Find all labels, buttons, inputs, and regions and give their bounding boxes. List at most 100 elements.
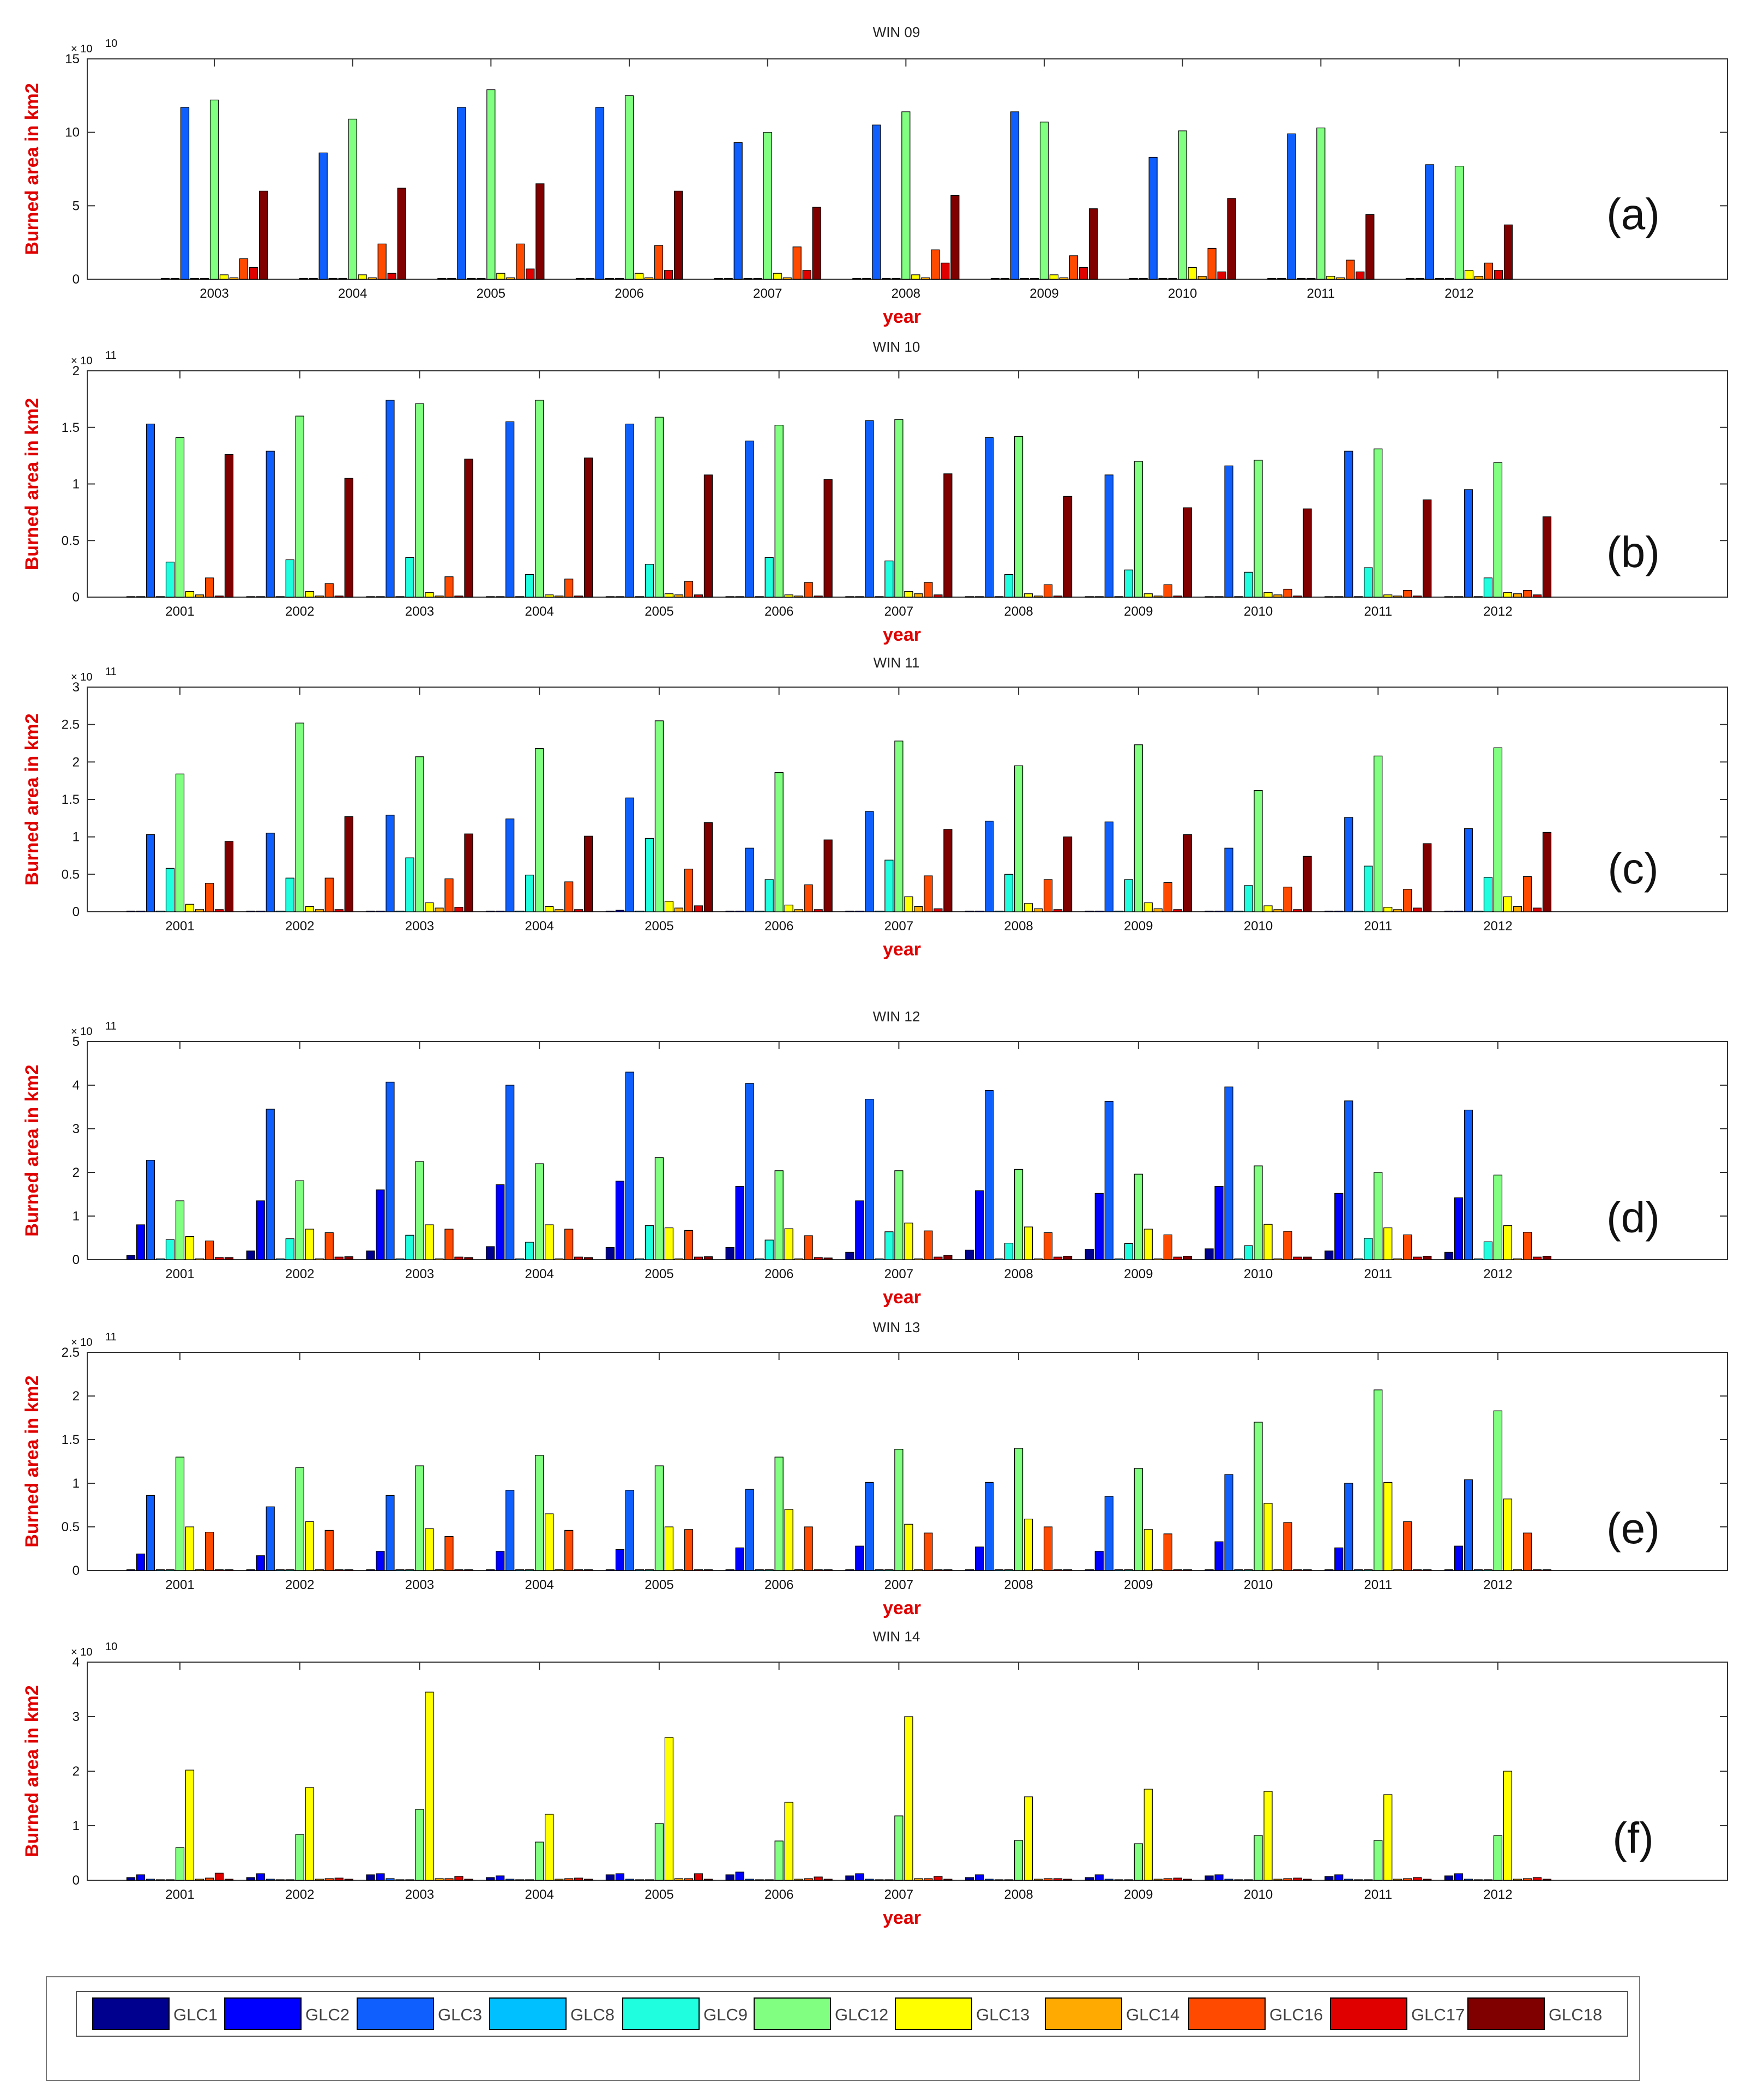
bar-glc16 <box>1522 1232 1532 1260</box>
x-tick-label: 2003 <box>405 1578 434 1592</box>
panel-label: (f) <box>1612 1814 1654 1862</box>
bar-glc12 <box>295 1180 304 1260</box>
legend-label-glc18: GLC18 <box>1549 2005 1602 2024</box>
bar-glc9 <box>525 574 534 598</box>
bar-glc14 <box>674 1258 684 1260</box>
bar-glc12 <box>1374 448 1383 598</box>
x-tick-label: 2002 <box>285 604 314 619</box>
bar-glc2 <box>855 1873 864 1881</box>
y-tick-label: 0 <box>73 590 80 605</box>
x-tick-label: 2008 <box>1004 1887 1033 1902</box>
bar-glc2 <box>1214 1186 1224 1260</box>
panel-6: WIN 14 × 10 10 0 1 2 3 4 Burned area in km2 year (… <box>22 1628 1728 1928</box>
y-exponent: × 10 10 <box>71 1641 117 1658</box>
bar-glc13 <box>1049 274 1059 280</box>
bar-glc12 <box>1454 166 1464 280</box>
bar-glc17 <box>1532 907 1542 912</box>
bar-glc3 <box>1425 164 1435 280</box>
bar-glc17 <box>934 1256 943 1260</box>
bar-glc18 <box>584 1879 593 1881</box>
bar-glc3 <box>733 142 743 280</box>
bar-glc17 <box>934 594 943 598</box>
bar-glc14 <box>315 1569 324 1571</box>
bar-glc14 <box>315 1258 324 1260</box>
bar-glc13 <box>358 274 367 280</box>
bar-glc3 <box>745 1083 754 1260</box>
bar-glc18 <box>224 1257 234 1260</box>
bar-glc17 <box>814 595 823 598</box>
bar-glc2 <box>256 1873 265 1881</box>
bar-glc14 <box>195 1879 204 1881</box>
bar-glc14 <box>1393 1258 1402 1260</box>
x-tick-label: 2006 <box>764 919 793 934</box>
bar-glc18 <box>823 1257 833 1260</box>
bar-glc16 <box>792 246 802 280</box>
legend-label-glc8: GLC8 <box>570 2005 615 2024</box>
bar-glc1 <box>965 1249 974 1260</box>
bar-glc3 <box>984 1090 994 1260</box>
bar-glc14 <box>1153 1879 1163 1881</box>
bar-glc13 <box>425 1224 434 1260</box>
bar-glc3 <box>266 1506 275 1571</box>
bar-glc17 <box>1293 909 1302 912</box>
bar-glc18 <box>1183 507 1192 598</box>
bar-glc17 <box>454 1569 463 1571</box>
bar-glc17 <box>1173 1878 1182 1881</box>
bar-glc14 <box>1033 1569 1043 1571</box>
bar-glc1 <box>965 1877 974 1881</box>
bar-glc13 <box>185 1526 195 1571</box>
bar-glc3 <box>625 1879 635 1881</box>
x-tick-label: 2004 <box>525 604 553 619</box>
bar-glc12 <box>774 772 784 912</box>
bar-glc8 <box>395 1258 405 1260</box>
bar-glc16 <box>1522 1532 1532 1571</box>
bar-glc9 <box>1124 879 1133 912</box>
bar-glc3 <box>1224 465 1233 598</box>
x-tick-label: 2001 <box>165 1887 194 1902</box>
bar-glc18 <box>1183 1569 1192 1571</box>
bar-glc2 <box>136 911 146 912</box>
bar-glc13 <box>1023 903 1033 912</box>
bar-glc1 <box>126 1569 136 1571</box>
bar-glc3 <box>625 1490 635 1571</box>
bar-glc16 <box>1522 589 1532 598</box>
bar-glc8 <box>875 1258 884 1260</box>
bar-glc16 <box>1163 1533 1172 1571</box>
bar-glc18 <box>584 1257 593 1260</box>
bar-glc14 <box>195 1569 204 1571</box>
bar-glc13 <box>1326 276 1335 280</box>
bar-glc16 <box>1283 1231 1292 1260</box>
x-tick-label: 2012 <box>1483 604 1512 619</box>
panel-label: (b) <box>1606 528 1660 576</box>
bar-glc12 <box>654 720 664 912</box>
bar-glc17 <box>574 595 583 598</box>
bar-glc13 <box>784 594 793 598</box>
x-tick-label: 2004 <box>525 919 553 934</box>
bar-glc2 <box>735 911 744 912</box>
y-tick-label: 0 <box>73 1873 80 1888</box>
bar-glc9 <box>884 1231 894 1260</box>
bar-glc13 <box>545 1224 554 1260</box>
panel-3: WIN 11 × 10 11 0 0.5 1 1.5 2 2.5 3 Burned area in … <box>22 654 1728 960</box>
bar-glc14 <box>195 1258 204 1260</box>
x-tick-label: 2012 <box>1483 1267 1512 1281</box>
bar-glc17 <box>1293 1878 1302 1881</box>
bar-glc9 <box>1124 1243 1133 1260</box>
x-tick-label: 2011 <box>1307 286 1335 301</box>
bar-glc1 <box>366 1569 375 1571</box>
bar-glc17 <box>1413 1256 1422 1260</box>
bar-glc2 <box>136 1224 146 1260</box>
bar-glc14 <box>1474 276 1484 280</box>
bar-glc2 <box>615 1181 625 1260</box>
bar-glc12 <box>415 1465 424 1571</box>
bar-glc9 <box>1483 1569 1493 1571</box>
y-tick-label: 0.5 <box>62 533 80 548</box>
bar-glc12 <box>175 773 185 912</box>
bar-glc1 <box>725 1569 734 1571</box>
bar-glc18 <box>1423 1879 1432 1881</box>
bar-glc14 <box>229 277 239 280</box>
bar-glc17 <box>1413 595 1422 598</box>
bar-glc9 <box>1364 1569 1373 1571</box>
bar-glc14 <box>1513 1879 1522 1881</box>
bar-glc13 <box>425 1528 434 1571</box>
